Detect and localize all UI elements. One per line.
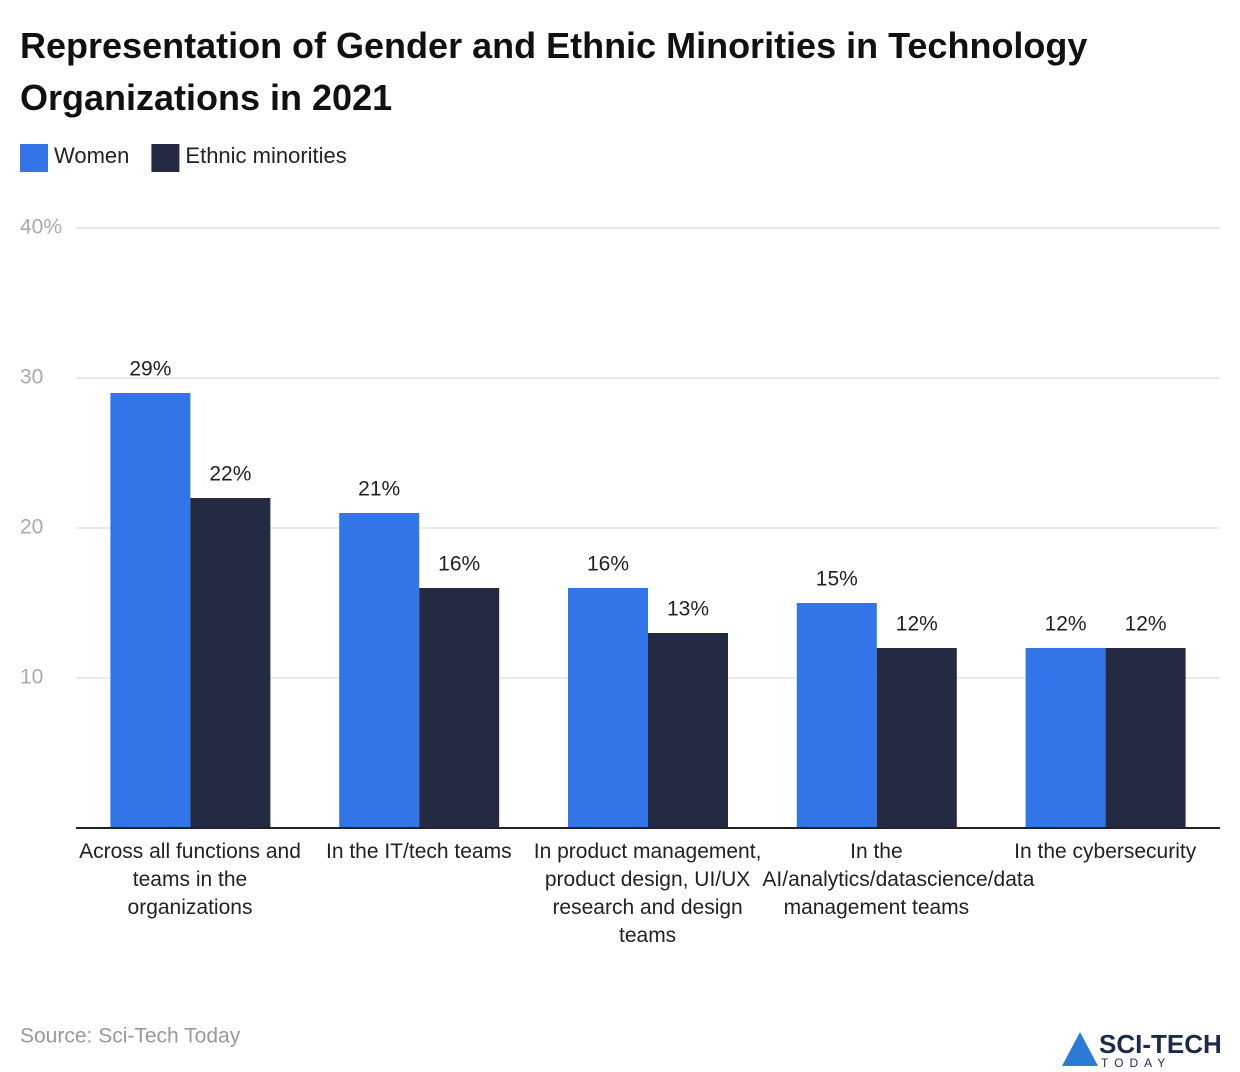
y-tick-label: 20: [20, 516, 43, 539]
bar: [419, 588, 500, 828]
legend-swatch: [151, 144, 180, 172]
value-label: 12%: [1125, 613, 1167, 636]
legend-label: Women: [54, 143, 129, 168]
value-label: 12%: [896, 613, 938, 636]
x-tick-label: In the AI/analytics/datascience/data man…: [762, 840, 1035, 919]
value-label: 29%: [129, 358, 171, 381]
bar: [110, 393, 191, 828]
bar: [1105, 648, 1186, 828]
value-label: 22%: [209, 463, 251, 486]
bar: [796, 603, 877, 828]
x-tick-label: Across all functions and teams in the or…: [79, 840, 301, 919]
bar: [339, 513, 420, 828]
legend-label: Ethnic minorities: [185, 143, 346, 168]
value-label: 16%: [438, 553, 480, 576]
source: Source: Sci-Tech Today: [20, 1025, 241, 1048]
logo-tagline: TODAY: [1101, 1056, 1171, 1070]
bar: [568, 588, 648, 828]
value-label: 21%: [358, 478, 400, 501]
y-tick-label: 30: [20, 366, 43, 389]
chart-title: Representation of Gender and Ethnic Mino…: [20, 25, 1088, 118]
x-tick-label: In product management, product design, U…: [533, 840, 762, 947]
bar: [648, 633, 728, 828]
x-tick-label: In the cybersecurity: [1014, 840, 1197, 863]
bar: [876, 648, 957, 828]
legend-swatch: [20, 144, 48, 172]
bar: [190, 498, 271, 828]
y-tick-label: 40%: [20, 216, 62, 239]
value-label: 12%: [1045, 613, 1087, 636]
value-label: 15%: [816, 568, 858, 591]
logo-icon: [1062, 1032, 1098, 1066]
x-tick-label: In the IT/tech teams: [326, 840, 512, 863]
y-tick-label: 10: [20, 666, 43, 689]
value-label: 16%: [587, 553, 629, 576]
bar: [1025, 648, 1106, 828]
logo-name: SCI-TECH: [1099, 1029, 1222, 1059]
value-label: 13%: [667, 598, 709, 621]
